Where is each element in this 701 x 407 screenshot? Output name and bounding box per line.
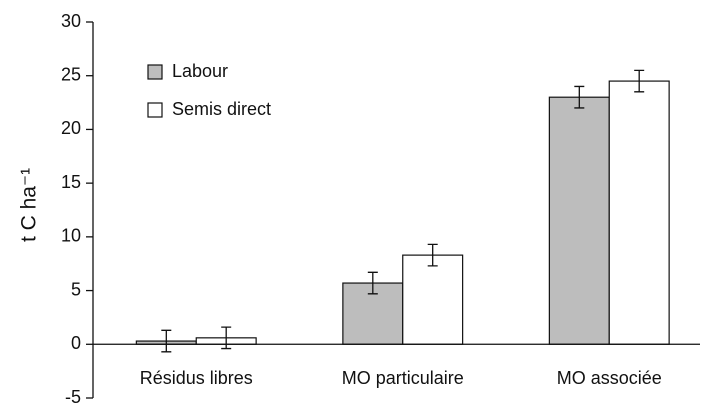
bar — [402, 254, 464, 345]
error-bar — [221, 326, 232, 350]
y-axis-label: t C ha⁻¹ — [18, 168, 41, 242]
bar — [548, 96, 610, 345]
error-bar — [367, 271, 378, 295]
y-tick-label: -5 — [65, 387, 81, 407]
bar — [608, 80, 670, 345]
error-bar — [161, 329, 172, 353]
y-tick-label: 15 — [61, 172, 81, 192]
legend-swatch — [147, 102, 163, 118]
x-tick-label: MO associée — [557, 368, 662, 388]
y-tick-label: 25 — [61, 64, 81, 84]
y-tick-label: 30 — [61, 11, 81, 31]
y-tick-label: 0 — [71, 333, 81, 353]
y-tick-label: 5 — [71, 279, 81, 299]
error-bar — [634, 69, 645, 93]
legend-label: Semis direct — [172, 99, 271, 119]
y-tick-label: 20 — [61, 118, 81, 138]
y-tick-label: 10 — [61, 226, 81, 246]
error-bar — [427, 243, 438, 267]
legend-label: Labour — [172, 61, 228, 81]
x-tick-label: MO particulaire — [342, 368, 464, 388]
error-bar — [574, 85, 585, 109]
legend-swatch — [147, 64, 163, 80]
x-tick-label: Résidus libres — [140, 368, 253, 388]
